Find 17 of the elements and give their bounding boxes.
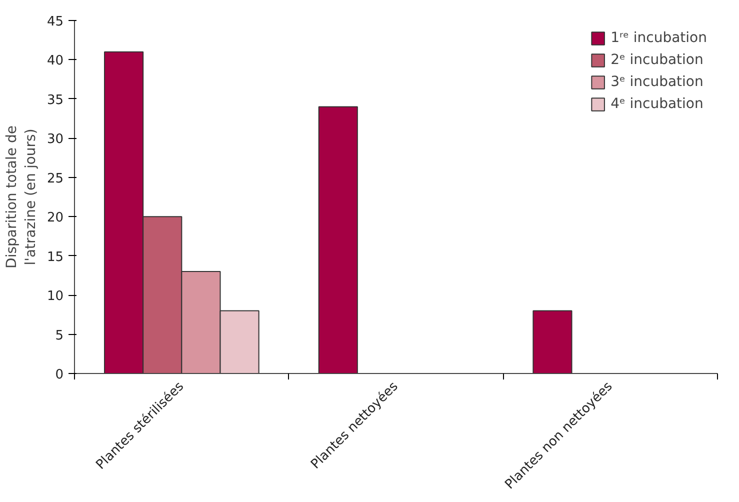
legend-label: 2ᵉ incubation (610, 52, 704, 68)
legend-label: 4ᵉ incubation (610, 96, 704, 112)
legend-label: 1ʳᵉ incubation (610, 30, 707, 46)
y-tick-label: 40 (46, 54, 64, 69)
y-tick-label: 5 (55, 328, 64, 344)
y-tick-label: 25 (46, 171, 64, 186)
y-tick-label: 10 (46, 289, 64, 304)
y-axis-title: Disparition totale de l'atrazine (en jours) (4, 126, 39, 268)
y-tick-label: 20 (46, 210, 64, 226)
y-tick-label: 35 (46, 92, 64, 108)
y-tick-label: 0 (55, 368, 64, 382)
bar (532, 310, 572, 374)
legend-label: 3ᵉ incubation (610, 74, 704, 90)
y-tick-label: 30 (46, 132, 64, 148)
bar (318, 106, 358, 374)
y-tick-label: 45 (46, 14, 64, 30)
y-tick-label: 15 (46, 250, 64, 265)
